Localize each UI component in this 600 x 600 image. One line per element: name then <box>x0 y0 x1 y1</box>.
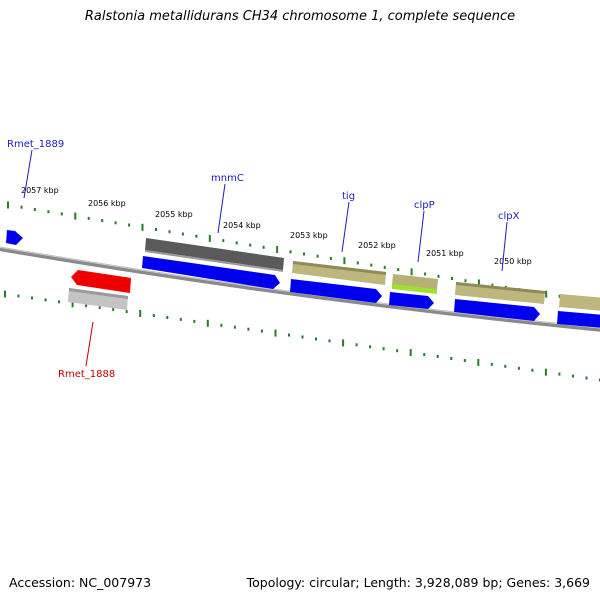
gene-label-clpp[interactable]: clpP <box>414 200 435 211</box>
gene-label-rmet1888[interactable]: Rmet_1888 <box>58 369 115 380</box>
gene-label-mnmc[interactable]: mnmC <box>211 173 244 184</box>
callout-line-tig <box>341 201 350 253</box>
scale-label: 2056 kbp <box>88 199 126 208</box>
outer-tick-ring <box>7 201 600 305</box>
cds-arrow-mnmc[interactable] <box>142 256 280 289</box>
callout-line-clpx <box>501 221 508 272</box>
gene-feature-clpx[interactable] <box>455 282 545 304</box>
backbone-line <box>0 246 600 332</box>
scale-label: 2053 kbp <box>290 231 328 240</box>
accession-text: Accession: NC_007973 <box>9 575 152 590</box>
scale-label: 2057 kbp <box>21 186 59 195</box>
scale-label: 2054 kbp <box>223 221 261 230</box>
callout-line-mnmc <box>217 183 226 234</box>
scale-label: 2051 kbp <box>426 249 464 258</box>
gene-feature-clpp-accent <box>392 284 437 294</box>
cds-arrow-rmet1888[interactable] <box>71 270 131 293</box>
cds-arrow-next[interactable] <box>557 311 600 328</box>
gene-feature-mnmc-shade <box>145 250 283 272</box>
gene-label-rmet1889[interactable]: Rmet_1889 <box>7 139 64 150</box>
gene-feature-mnmc[interactable] <box>145 238 284 270</box>
gene-label-tig[interactable]: tig <box>342 191 355 202</box>
gene-feature-rmet1888[interactable] <box>68 288 128 310</box>
callout-line-clpp <box>417 210 425 263</box>
scale-label: 2050 kbp <box>494 257 532 266</box>
inner-tick-ring <box>4 290 600 382</box>
gene-feature-clpx-top <box>456 282 545 294</box>
gene-feature-tig[interactable] <box>292 261 386 285</box>
cds-arrow-clpx[interactable] <box>454 299 540 321</box>
scale-label: 2055 kbp <box>155 210 193 219</box>
cds-arrow-clpp[interactable] <box>389 292 434 309</box>
callout-line-rmet1889 <box>23 149 33 199</box>
gene-label-clpx[interactable]: clpX <box>498 211 520 222</box>
cds-arrow-tig[interactable] <box>290 279 382 303</box>
gene-feature-rmet1888-top <box>69 288 128 299</box>
callout-line-rmet1888 <box>85 321 94 367</box>
gene-feature-next[interactable] <box>559 294 600 311</box>
cds-arrow-rmet1889[interactable] <box>6 230 23 245</box>
topology-summary: Topology: circular; Length: 3,928,089 bp… <box>246 575 590 590</box>
gene-feature-tig-top <box>293 261 386 275</box>
scale-label: 2052 kbp <box>358 241 396 250</box>
map-title: Ralstonia metallidurans CH34 chromosome … <box>84 9 516 24</box>
